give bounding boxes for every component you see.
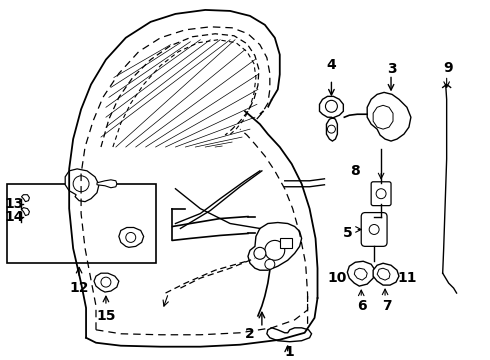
Polygon shape bbox=[22, 195, 29, 202]
Polygon shape bbox=[248, 222, 302, 270]
Polygon shape bbox=[94, 273, 119, 292]
Text: 14: 14 bbox=[5, 210, 24, 224]
Polygon shape bbox=[373, 263, 399, 285]
Circle shape bbox=[101, 277, 111, 287]
Polygon shape bbox=[97, 180, 117, 188]
Circle shape bbox=[325, 100, 338, 112]
Text: 5: 5 bbox=[343, 226, 352, 240]
Polygon shape bbox=[347, 261, 375, 286]
Text: 2: 2 bbox=[245, 327, 255, 341]
FancyBboxPatch shape bbox=[6, 184, 156, 263]
Text: 7: 7 bbox=[382, 299, 392, 313]
Text: 9: 9 bbox=[443, 60, 452, 75]
Polygon shape bbox=[377, 268, 390, 280]
Text: 3: 3 bbox=[387, 62, 397, 76]
Circle shape bbox=[265, 240, 285, 260]
Text: 4: 4 bbox=[326, 58, 336, 72]
Circle shape bbox=[376, 189, 386, 199]
Polygon shape bbox=[267, 328, 312, 342]
Text: 8: 8 bbox=[350, 164, 360, 178]
Text: 10: 10 bbox=[328, 271, 347, 285]
Polygon shape bbox=[119, 228, 144, 247]
Polygon shape bbox=[373, 105, 393, 129]
Polygon shape bbox=[65, 169, 99, 202]
Circle shape bbox=[254, 247, 266, 259]
Polygon shape bbox=[319, 96, 343, 141]
FancyBboxPatch shape bbox=[371, 182, 391, 206]
Circle shape bbox=[265, 259, 275, 269]
Circle shape bbox=[327, 125, 335, 133]
Text: 6: 6 bbox=[357, 299, 367, 313]
Polygon shape bbox=[22, 208, 29, 216]
Circle shape bbox=[126, 233, 136, 242]
Circle shape bbox=[369, 225, 379, 234]
Circle shape bbox=[73, 176, 89, 192]
Text: 11: 11 bbox=[397, 271, 416, 285]
Text: 13: 13 bbox=[5, 197, 24, 211]
Text: 15: 15 bbox=[96, 309, 116, 323]
Text: 1: 1 bbox=[285, 345, 294, 359]
FancyBboxPatch shape bbox=[280, 238, 292, 248]
FancyBboxPatch shape bbox=[361, 213, 387, 246]
Text: 12: 12 bbox=[70, 281, 89, 295]
Polygon shape bbox=[354, 268, 367, 280]
Polygon shape bbox=[367, 93, 411, 141]
